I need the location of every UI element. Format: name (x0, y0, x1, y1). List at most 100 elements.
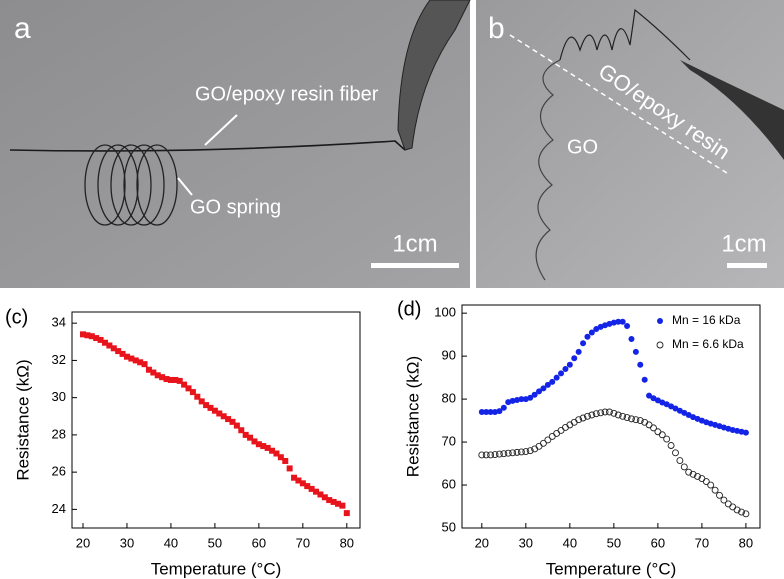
panel-label: b (488, 12, 505, 45)
marker (623, 414, 631, 422)
marker (194, 393, 201, 400)
x-tick-label: 70 (296, 535, 310, 550)
x-tick-label: 80 (340, 535, 354, 550)
marker (742, 510, 750, 518)
marker (509, 449, 517, 457)
x-tick-label: 50 (208, 535, 222, 550)
arrow (204, 114, 238, 146)
marker (720, 496, 728, 504)
marker (694, 472, 701, 480)
marker (641, 376, 648, 383)
marker (540, 385, 547, 392)
marker (566, 361, 573, 368)
marker (273, 450, 280, 457)
marker (584, 333, 591, 340)
x-tick-label: 60 (252, 535, 266, 550)
marker (553, 430, 561, 437)
marker (672, 449, 679, 457)
marker (216, 410, 223, 417)
y-axis-label: Resistance (kΩ) (403, 356, 422, 477)
marker (500, 450, 508, 458)
marker (527, 394, 534, 401)
marker (251, 438, 258, 445)
y-tick-label: 60 (442, 476, 456, 491)
marker (658, 431, 666, 439)
marker (580, 340, 587, 347)
marker (557, 427, 565, 434)
y-tick-label: 26 (52, 464, 66, 479)
marker (317, 491, 324, 498)
marker (123, 353, 130, 360)
marker (487, 408, 494, 415)
marker (628, 335, 635, 342)
x-axis-label: Temperature (°C) (151, 559, 282, 578)
marker (304, 483, 311, 490)
x-tick-label: 20 (475, 535, 489, 550)
marker (526, 447, 534, 455)
marker (544, 436, 552, 444)
y-tick-label: 80 (442, 391, 456, 406)
marker (646, 392, 653, 399)
x-tick-label: 80 (739, 535, 753, 550)
marker (93, 335, 100, 342)
marker (549, 378, 556, 385)
tweezers (397, 0, 471, 151)
marker (128, 355, 135, 362)
marker (185, 385, 192, 392)
y-tick-label: 70 (442, 434, 456, 449)
marker (680, 463, 688, 471)
marker (478, 451, 486, 459)
marker (632, 416, 640, 424)
marker (335, 500, 342, 507)
marker (513, 448, 521, 456)
marker (97, 336, 104, 343)
scale-label: 1cm (721, 230, 766, 257)
marker (313, 488, 320, 495)
marker (229, 418, 236, 425)
marker (606, 408, 613, 416)
marker (101, 339, 108, 346)
marker (132, 357, 139, 364)
marker (548, 433, 556, 440)
marker (299, 480, 306, 487)
legend-label: Mn = 16 kDa (672, 313, 741, 327)
marker (539, 439, 547, 447)
marker (79, 331, 86, 338)
marker (738, 508, 745, 516)
marker (330, 498, 337, 505)
marker (483, 408, 490, 415)
marker (657, 318, 663, 324)
y-tick-label: 50 (442, 519, 456, 534)
axes-box (461, 304, 761, 529)
marker (308, 485, 315, 492)
marker (636, 417, 644, 425)
marker (487, 451, 495, 459)
y-tick-label: 100 (434, 305, 456, 320)
panel-label: (d) (397, 298, 421, 320)
annotation: GO (567, 136, 598, 158)
marker (264, 444, 271, 451)
marker (145, 366, 152, 373)
marker (571, 355, 578, 362)
marker (570, 418, 578, 426)
marker (632, 348, 639, 355)
scale-label: 1cm (392, 230, 437, 257)
marker (211, 407, 218, 414)
marker (495, 450, 503, 458)
spring (84, 144, 178, 226)
photo-background (476, 0, 784, 288)
marker (207, 404, 214, 411)
marker (504, 449, 512, 457)
panel-label: a (14, 12, 31, 45)
marker (150, 369, 157, 376)
marker (137, 359, 144, 366)
marker (269, 447, 276, 454)
marker (247, 434, 254, 441)
marker (615, 318, 622, 325)
marker (544, 381, 551, 388)
marker (518, 396, 525, 403)
marker (482, 451, 490, 459)
marker (614, 411, 622, 419)
marker (189, 389, 196, 396)
